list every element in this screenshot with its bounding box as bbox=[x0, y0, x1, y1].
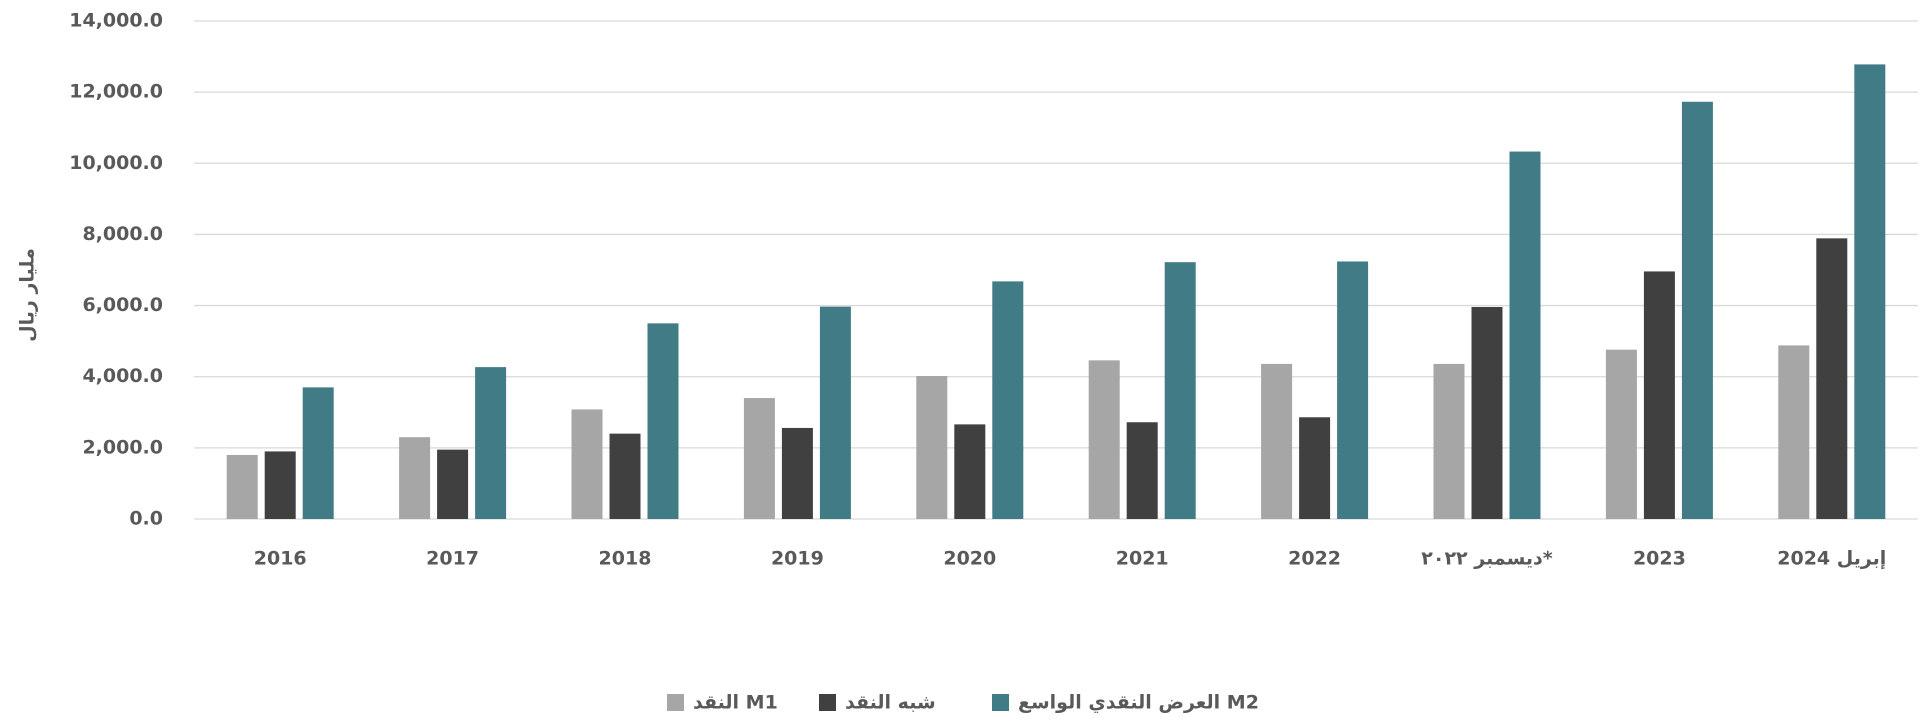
x-tick-label: 2018 bbox=[599, 548, 652, 570]
bar bbox=[781, 427, 813, 519]
x-tick-label: 2019 bbox=[771, 548, 824, 570]
legend-swatch bbox=[667, 694, 684, 711]
bar bbox=[1299, 417, 1331, 519]
bar bbox=[399, 437, 431, 519]
y-tick-label: 6,000.0 bbox=[82, 294, 163, 316]
y-axis-label: مليار ريال bbox=[17, 248, 39, 342]
x-tick-label: 2022 bbox=[1288, 548, 1341, 570]
y-tick-label: 12,000.0 bbox=[69, 81, 163, 103]
bar bbox=[916, 376, 948, 519]
bar bbox=[992, 281, 1024, 519]
x-tick-label: 2020 bbox=[943, 548, 996, 570]
y-tick-label: 10,000.0 bbox=[69, 152, 163, 174]
bar bbox=[1337, 261, 1369, 519]
bar bbox=[1854, 64, 1886, 519]
bar bbox=[1816, 238, 1848, 519]
bar bbox=[571, 409, 603, 519]
x-tick-label: 2023 bbox=[1633, 548, 1686, 570]
x-tick-label: 2016 bbox=[254, 548, 307, 570]
bar bbox=[743, 398, 775, 519]
y-tick-label: 2,000.0 bbox=[82, 436, 163, 458]
bar bbox=[819, 306, 851, 519]
bar bbox=[1643, 271, 1675, 519]
bar bbox=[1471, 306, 1503, 519]
bar bbox=[1261, 363, 1293, 519]
bar bbox=[954, 424, 986, 519]
bar bbox=[1126, 422, 1158, 519]
bar bbox=[1778, 345, 1810, 519]
bar bbox=[226, 454, 258, 519]
x-tick-label: 2021 bbox=[1116, 548, 1169, 570]
bar bbox=[1433, 363, 1465, 519]
bar bbox=[1681, 101, 1713, 520]
legend-swatch bbox=[992, 694, 1009, 711]
bar bbox=[609, 433, 641, 519]
bar bbox=[1164, 262, 1196, 519]
legend-label: العرض النقدي الواسع M2 bbox=[1018, 692, 1259, 715]
bar bbox=[475, 367, 507, 519]
y-tick-label: 0.0 bbox=[129, 508, 163, 530]
bar bbox=[1509, 151, 1541, 519]
bar bbox=[302, 387, 334, 519]
bar bbox=[1605, 349, 1637, 519]
x-tick-label: إبريل 2024 bbox=[1777, 548, 1886, 570]
legend-label: شبه النقد bbox=[845, 692, 936, 714]
y-tick-label: 4,000.0 bbox=[82, 365, 163, 387]
x-tick-label: ديسمبر ٢٠٢٢* bbox=[1421, 548, 1553, 570]
y-tick-label: 8,000.0 bbox=[82, 223, 163, 245]
bar bbox=[437, 449, 469, 519]
bar bbox=[647, 323, 679, 519]
legend-label: النقد M1 bbox=[693, 692, 778, 714]
bar bbox=[264, 451, 296, 519]
legend-swatch bbox=[819, 694, 836, 711]
bar bbox=[1088, 360, 1120, 519]
x-tick-label: 2017 bbox=[426, 548, 479, 570]
y-tick-label: 14,000.0 bbox=[69, 10, 163, 32]
